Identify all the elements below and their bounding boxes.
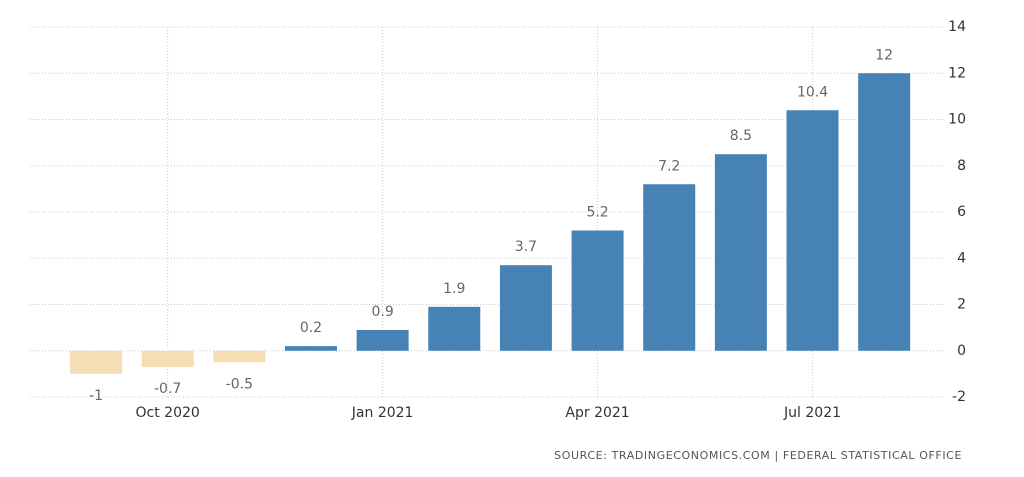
value-label: -1	[89, 388, 103, 404]
x-tick-label: Jul 2021	[783, 405, 841, 421]
bar	[284, 346, 337, 351]
bar	[786, 110, 839, 351]
y-tick-label: 0	[957, 343, 966, 359]
value-label: -0.5	[226, 376, 253, 392]
value-label: 8.5	[730, 128, 752, 144]
bar	[643, 184, 696, 351]
y-tick-label: 8	[957, 158, 966, 174]
y-tick-label: 14	[948, 19, 966, 35]
y-tick-label: 12	[948, 65, 966, 81]
bar	[70, 350, 123, 374]
y-tick-label: 4	[957, 250, 966, 266]
y-tick-label: 2	[957, 297, 966, 313]
y-tick-label: 6	[957, 204, 966, 220]
y-tick-label: -2	[952, 389, 966, 405]
value-label: 10.4	[797, 84, 828, 100]
bar	[714, 154, 767, 351]
bar	[428, 306, 481, 351]
bar	[858, 73, 911, 351]
source-note: SOURCE: TRADINGECONOMICS.COM | FEDERAL S…	[554, 449, 962, 462]
x-tick-label: Oct 2020	[136, 405, 200, 421]
x-tick-label: Jan 2021	[351, 405, 414, 421]
value-label: 1.9	[443, 281, 465, 297]
value-label: 3.7	[515, 239, 537, 255]
bar	[499, 265, 552, 351]
bar	[356, 329, 409, 351]
value-label: 5.2	[586, 205, 608, 221]
y-tick-label: 10	[948, 112, 966, 128]
value-label: 7.2	[658, 158, 680, 174]
x-tick-label: Apr 2021	[565, 405, 629, 421]
bar	[141, 350, 194, 367]
value-label: 0.2	[300, 320, 322, 336]
bar	[213, 350, 266, 363]
value-label: 12	[875, 47, 893, 63]
value-label: -0.7	[154, 381, 181, 397]
bar	[571, 230, 624, 351]
value-label: 0.9	[371, 304, 393, 320]
